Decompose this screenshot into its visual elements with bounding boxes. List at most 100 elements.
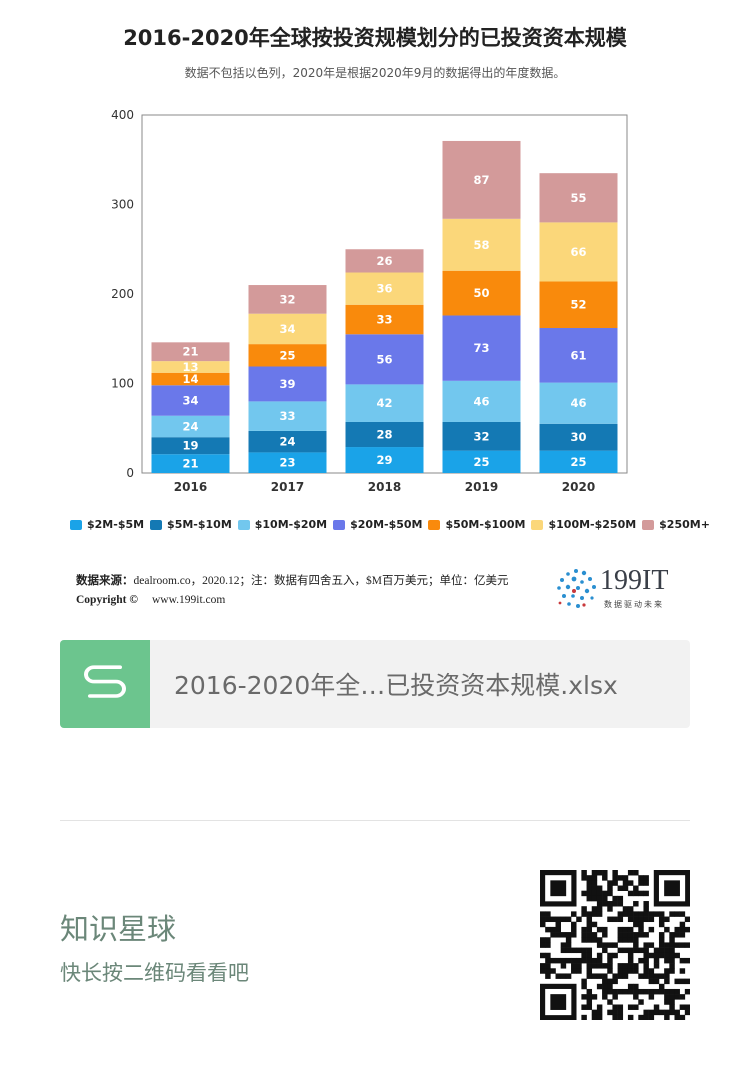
data-label: 66 xyxy=(570,245,586,259)
bar-segment xyxy=(539,382,618,424)
x-tick-label: 2017 xyxy=(271,480,304,494)
y-tick-label: 0 xyxy=(126,466,134,480)
divider xyxy=(60,820,690,821)
bar-segment xyxy=(151,385,230,416)
bar-segment xyxy=(442,450,521,473)
bar-segment xyxy=(151,415,230,438)
data-label: 24 xyxy=(279,435,295,449)
bar-segment xyxy=(151,454,230,473)
bar-segment xyxy=(345,272,424,305)
bar-segment xyxy=(248,401,327,431)
bar-segment xyxy=(345,421,424,448)
bar-segment xyxy=(539,173,618,223)
199it-logo: 199IT 数据驱动未来 xyxy=(554,565,694,613)
file-attachment-card[interactable]: 2016-2020年全…已投资资本规模.xlsx xyxy=(60,640,690,728)
data-label: 26 xyxy=(376,254,392,268)
data-label: 32 xyxy=(473,429,489,443)
data-label: 30 xyxy=(570,430,586,444)
data-label: 58 xyxy=(473,238,489,252)
x-tick-label: 2018 xyxy=(368,480,401,494)
logo-subtitle: 数据驱动未来 xyxy=(604,600,664,609)
data-label: 46 xyxy=(473,394,489,408)
data-label: 55 xyxy=(570,191,586,205)
x-tick-label: 2019 xyxy=(465,480,498,494)
legend-item: $50M-$100M xyxy=(428,518,526,531)
bar-segment xyxy=(442,421,521,451)
data-label: 34 xyxy=(279,322,295,336)
legend-label: $20M-$50M xyxy=(350,518,423,531)
data-label: 34 xyxy=(182,394,198,408)
bar-segment xyxy=(539,281,618,329)
bar-segment xyxy=(345,334,424,385)
chart-subtitle: 数据不包括以色列，2020年是根据2020年9月的数据得出的年度数据。 xyxy=(184,66,566,80)
data-label: 52 xyxy=(570,298,586,312)
source-line: 数据来源：dealroom.co，2020.12；注：数据有四舍五入，$M百万美… xyxy=(76,572,509,588)
bar-segment xyxy=(151,342,230,362)
legend-label: $10M-$20M xyxy=(254,518,328,531)
legend-label: $50M-$100M xyxy=(445,518,526,531)
bar-segment xyxy=(442,270,521,316)
legend-label: $250M+ xyxy=(659,518,710,531)
data-label: 39 xyxy=(279,377,295,391)
data-label: 25 xyxy=(473,455,489,469)
logo-text: 199IT xyxy=(600,565,669,596)
data-label: 73 xyxy=(473,341,489,355)
bar-segment xyxy=(248,366,327,402)
bar-segment xyxy=(151,372,230,386)
legend-swatch xyxy=(237,519,250,530)
data-label: 21 xyxy=(182,345,198,359)
data-label: 42 xyxy=(376,396,392,410)
spreadsheet-s-icon xyxy=(60,640,150,728)
legend-swatch xyxy=(70,519,82,530)
bar-segment xyxy=(345,384,424,422)
data-label: 36 xyxy=(376,282,392,296)
bar-segment xyxy=(248,344,327,367)
data-label: 33 xyxy=(279,409,295,423)
legend-item: $100M-$250M xyxy=(531,518,636,531)
copyright-label: Copyright © xyxy=(76,594,138,606)
data-label: 56 xyxy=(376,352,392,366)
qr-code-icon[interactable] xyxy=(540,870,690,1020)
legend-item: $20M-$50M xyxy=(333,518,423,531)
legend-swatch xyxy=(531,519,544,530)
stacked-bar-chart: 0100200300400211924341413212016232433392… xyxy=(111,108,628,494)
bar-segment xyxy=(442,315,521,381)
legend-swatch xyxy=(428,519,441,530)
copyright-url[interactable]: www.199it.com xyxy=(151,594,226,606)
logo-dots-icon xyxy=(557,569,596,608)
data-label: 50 xyxy=(473,286,489,300)
y-tick-label: 300 xyxy=(111,198,134,212)
source-label: 数据来源： xyxy=(76,575,134,587)
y-tick-label: 200 xyxy=(111,287,134,301)
legend-swatch xyxy=(642,519,655,530)
bar-segment xyxy=(151,361,230,373)
chart-legend: $2M-$5M $5M-$10M $10M-$20M $20M-$50M $50M-$1… xyxy=(70,518,710,531)
bar-segment xyxy=(151,437,230,455)
bar-segment xyxy=(539,450,618,473)
data-label: 19 xyxy=(182,439,198,453)
data-label: 13 xyxy=(182,360,198,374)
y-tick-label: 400 xyxy=(111,108,134,122)
bar-segment xyxy=(442,218,521,271)
legend-item: $250M+ xyxy=(642,518,710,531)
bar-segment xyxy=(539,328,618,383)
bar-segment xyxy=(345,304,424,335)
bar-segment xyxy=(345,249,424,273)
copyright-line: Copyright © www.199it.com xyxy=(76,594,225,606)
bar-segment xyxy=(442,380,521,422)
source-text: dealroom.co，2020.12；注：数据有四舍五入，$M百万美元；单位：… xyxy=(133,575,509,587)
bar-segment xyxy=(248,430,327,453)
legend-swatch xyxy=(150,519,163,530)
promo-title: 知识星球 xyxy=(60,912,177,946)
promo-subtitle: 快长按二维码看看吧 xyxy=(60,961,249,985)
data-label: 33 xyxy=(376,313,392,327)
data-label: 61 xyxy=(570,348,586,362)
legend-label: $5M-$10M xyxy=(167,518,232,531)
data-label: 87 xyxy=(473,173,489,187)
legend-item: $5M-$10M xyxy=(150,518,232,531)
data-label: 46 xyxy=(570,396,586,410)
x-tick-label: 2020 xyxy=(562,480,595,494)
legend-swatch xyxy=(333,519,346,530)
legend-item: $10M-$20M xyxy=(237,518,328,531)
legend-label: $100M-$250M xyxy=(548,518,637,531)
